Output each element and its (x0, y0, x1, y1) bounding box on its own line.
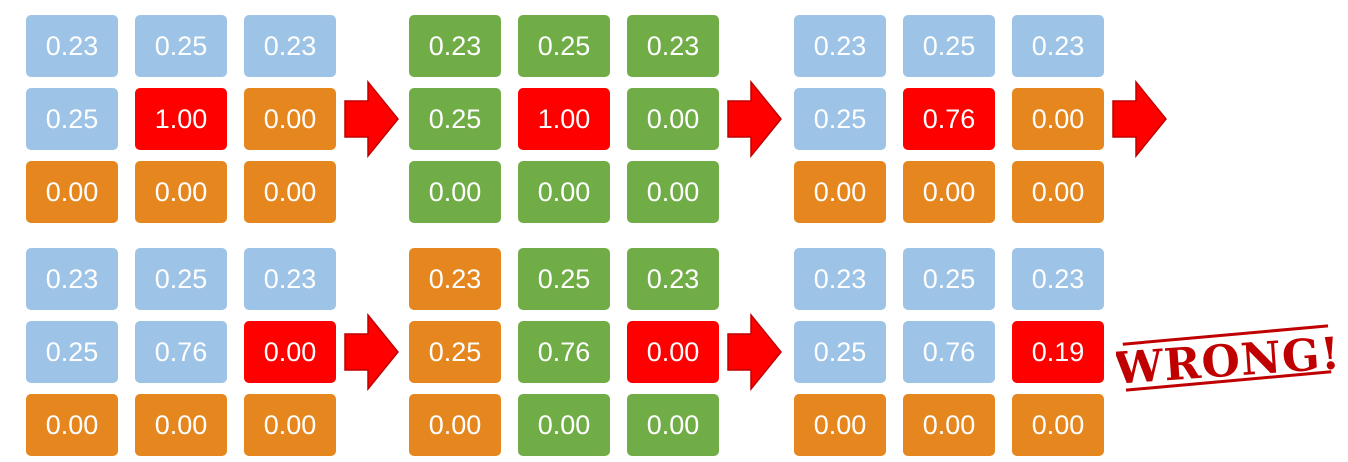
value-grid: 0.23 0.25 0.23 0.25 0.76 0.00 0.00 0.00 0.00 (409, 248, 719, 456)
right-arrow-icon (1112, 80, 1167, 158)
value-cell: 0.25 (518, 15, 610, 77)
right-arrow-icon (344, 313, 399, 391)
value-cell: 0.23 (26, 15, 118, 77)
value-cell: 0.25 (135, 15, 227, 77)
value-cell: 0.23 (244, 248, 336, 310)
value-cell: 0.00 (26, 161, 118, 223)
value-cell: 0.00 (627, 161, 719, 223)
value-cell: 0.00 (627, 394, 719, 456)
value-grid: 0.23 0.25 0.23 0.25 0.76 0.00 0.00 0.00 0.00 (26, 248, 336, 456)
value-cell: 0.23 (1012, 15, 1104, 77)
value-cell: 0.00 (903, 161, 995, 223)
step-row-2: 0.23 0.25 0.23 0.25 0.76 0.00 0.00 0.00 0.00 0.2… (26, 248, 1338, 456)
value-cell: 0.25 (794, 88, 886, 150)
value-cell: 0.00 (794, 394, 886, 456)
value-grid: 0.23 0.25 0.23 0.25 0.76 0.19 0.00 0.00 0.00 (794, 248, 1104, 456)
value-cell: 0.00 (244, 321, 336, 383)
value-cell: 1.00 (135, 88, 227, 150)
value-cell: 1.00 (518, 88, 610, 150)
value-cell: 0.23 (26, 248, 118, 310)
value-cell: 0.76 (518, 321, 610, 383)
value-cell: 0.00 (135, 161, 227, 223)
value-cell: 0.00 (518, 161, 610, 223)
value-cell: 0.23 (627, 248, 719, 310)
value-cell: 0.00 (409, 161, 501, 223)
value-cell: 0.23 (794, 248, 886, 310)
value-cell: 0.25 (903, 15, 995, 77)
value-cell: 0.00 (518, 394, 610, 456)
value-cell: 0.25 (794, 321, 886, 383)
value-cell: 0.25 (135, 248, 227, 310)
right-arrow-icon (727, 313, 782, 391)
value-grid: 0.23 0.25 0.23 0.25 1.00 0.00 0.00 0.00 0.00 (409, 15, 719, 223)
value-cell: 0.76 (135, 321, 227, 383)
value-cell: 0.23 (794, 15, 886, 77)
value-cell: 0.23 (1012, 248, 1104, 310)
value-cell: 0.25 (26, 88, 118, 150)
value-cell: 0.25 (26, 321, 118, 383)
value-cell: 0.00 (26, 394, 118, 456)
value-cell: 0.23 (409, 248, 501, 310)
value-cell: 0.00 (244, 88, 336, 150)
value-cell: 0.25 (903, 248, 995, 310)
value-cell: 0.23 (627, 15, 719, 77)
value-cell: 0.00 (627, 321, 719, 383)
value-cell: 0.00 (409, 394, 501, 456)
step-row-1: 0.23 0.25 0.23 0.25 1.00 0.00 0.00 0.00 0.00 0.2… (26, 15, 1326, 223)
value-cell: 0.00 (244, 161, 336, 223)
value-cell: 0.25 (409, 321, 501, 383)
right-arrow-icon (344, 80, 399, 158)
value-cell: 0.23 (409, 15, 501, 77)
value-cell: 0.23 (244, 15, 336, 77)
value-grid: 0.23 0.25 0.23 0.25 0.76 0.00 0.00 0.00 0.00 (794, 15, 1104, 223)
value-cell: 0.00 (1012, 161, 1104, 223)
value-cell: 0.00 (903, 394, 995, 456)
value-cell: 0.00 (627, 88, 719, 150)
value-cell: 0.00 (244, 394, 336, 456)
value-cell: 0.00 (135, 394, 227, 456)
wrong-stamp: WRONG! (1116, 324, 1338, 395)
value-cell: 0.00 (794, 161, 886, 223)
value-cell: 0.00 (1012, 394, 1104, 456)
value-cell: 0.19 (1012, 321, 1104, 383)
value-cell: 0.25 (518, 248, 610, 310)
value-cell: 0.25 (409, 88, 501, 150)
value-cell: 0.76 (903, 88, 995, 150)
wrong-stamp-text: WRONG! (1116, 328, 1338, 395)
value-grid: 0.23 0.25 0.23 0.25 1.00 0.00 0.00 0.00 0.00 (26, 15, 336, 223)
value-cell: 0.00 (1012, 88, 1104, 150)
value-cell: 0.76 (903, 321, 995, 383)
right-arrow-icon (727, 80, 782, 158)
